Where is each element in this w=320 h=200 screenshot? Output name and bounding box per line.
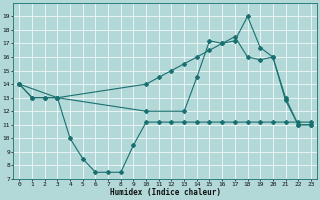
X-axis label: Humidex (Indice chaleur): Humidex (Indice chaleur)	[110, 188, 220, 197]
